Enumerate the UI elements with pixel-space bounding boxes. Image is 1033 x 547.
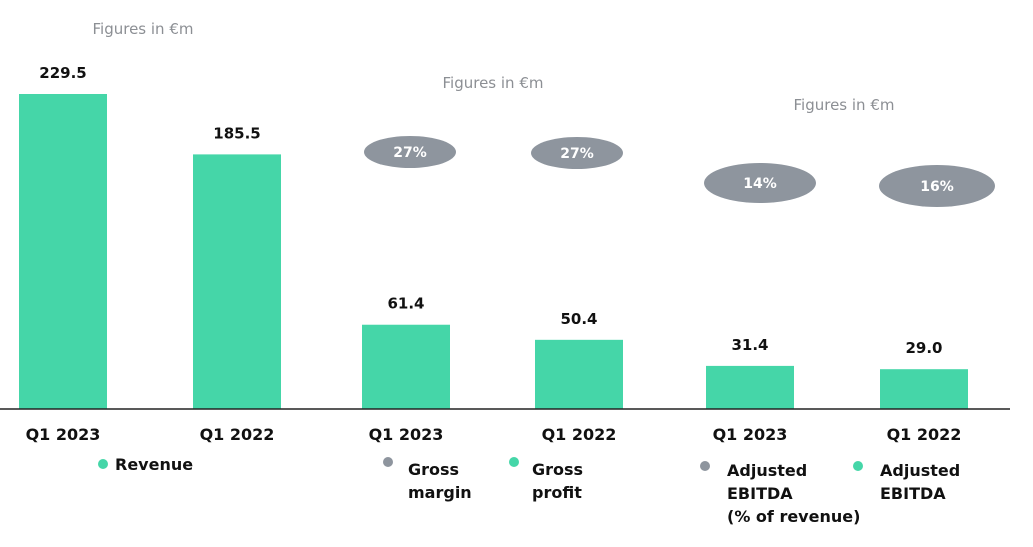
legend-label-chart3-2-2: EBITDA [880,484,946,503]
legend-label-chart3-1-1: Adjusted [727,461,807,480]
x-tick-chart2-1: Q1 2023 [369,425,444,444]
margin-label-chart3-1: 14% [743,176,777,192]
legend-label-chart3-2-1: Adjusted [880,461,960,480]
legend-marker-chart2-2 [509,457,519,467]
x-tick-chart3-2: Q1 2022 [887,425,962,444]
figures-note-2: Figures in €m [443,74,544,92]
figures-note-1: Figures in €m [93,20,194,38]
bar-chart2-2 [535,339,623,409]
bar-chart2-1 [362,324,450,409]
legend-marker-chart3-1 [700,461,710,471]
margin-bubble-chart3-1 [704,163,816,203]
bar-chart1-2 [193,154,281,409]
margin-label-chart2-1: 27% [393,145,427,161]
value-label-chart2-1: 61.4 [387,295,424,313]
bar-chart3-2 [880,369,968,409]
value-label-chart3-1: 31.4 [731,336,768,354]
bar-chart3-1 [706,365,794,409]
margin-bubble-chart3-2 [879,165,995,207]
margin-bubble-chart2-2 [531,137,623,169]
legend-label-chart1-1-1: Revenue [115,455,193,474]
value-label-chart1-2: 185.5 [213,124,260,142]
figures-note-3: Figures in €m [794,96,895,114]
x-tick-chart1-1: Q1 2023 [26,425,101,444]
legend-label-chart2-1-2: margin [408,483,472,502]
bar-chart1-1 [19,94,107,409]
x-tick-chart3-1: Q1 2023 [713,425,788,444]
x-tick-chart2-2: Q1 2022 [542,425,617,444]
legend-label-chart2-2-1: Gross [532,460,583,479]
legend-marker-chart3-2 [853,461,863,471]
margin-label-chart2-2: 27% [560,146,594,162]
value-label-chart3-2: 29.0 [905,339,942,357]
legend-marker-chart2-1 [383,457,393,467]
x-tick-chart1-2: Q1 2022 [200,425,275,444]
value-label-chart1-1: 229.5 [39,64,86,82]
value-label-chart2-2: 50.4 [560,310,597,328]
legend-label-chart3-1-2: EBITDA [727,484,793,503]
legend-label-chart2-1-1: Gross [408,460,459,479]
legend-marker-chart1-1 [98,459,108,469]
legend-label-chart2-2-2: profit [532,483,582,502]
legend-label-chart3-1-3: (% of revenue) [727,507,860,526]
margin-bubble-chart2-1 [364,136,456,168]
margin-label-chart3-2: 16% [920,179,954,195]
